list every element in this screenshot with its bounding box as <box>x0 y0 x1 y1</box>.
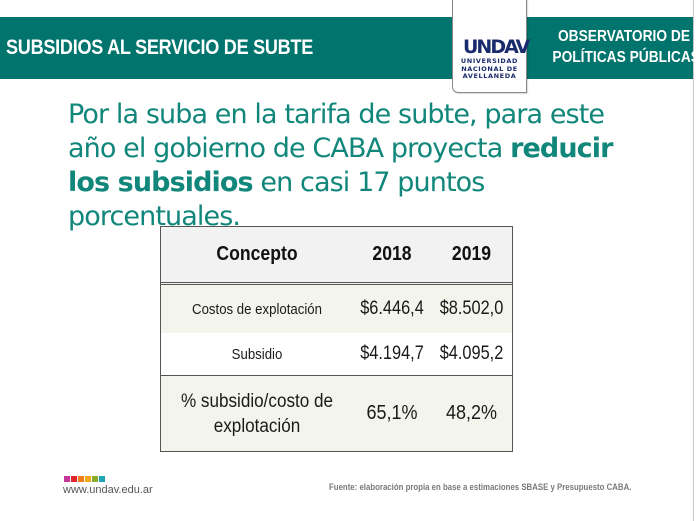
logo-line-2: NACIONAL DE <box>461 64 518 73</box>
cell-2019: $8.502,0 <box>439 298 504 319</box>
cell-2018: $4.194,7 <box>360 343 424 364</box>
color-dot <box>71 476 77 482</box>
table-header-row: Concepto 2018 2019 <box>161 227 512 282</box>
color-dot <box>85 476 91 482</box>
table-row: Costos de explotación $6.446,4 $8.502,0 <box>161 285 512 333</box>
page-title: SUBSIDIOS AL SERVICIO DE SUBTE <box>6 36 314 59</box>
cell-concepto: % subsidio/costo de explotación <box>180 390 334 437</box>
column-header-concepto: Concepto <box>216 243 298 265</box>
undav-logo: UNDAV UNIVERSIDAD NACIONAL DE AVELLANEDA <box>452 0 530 93</box>
observatory-line-2: POLÍTICAS PÚBLICAS <box>552 49 696 66</box>
color-dot <box>78 476 84 482</box>
column-header-2019: 2019 <box>451 243 492 265</box>
title-band <box>0 17 693 79</box>
source-note: Fuente: elaboración propia en base a est… <box>329 482 632 492</box>
undav-logo-mark: UNDAV <box>463 36 530 58</box>
logo-line-3: AVELLANEDA <box>462 72 517 80</box>
color-dot <box>92 476 98 482</box>
subsidy-table: Concepto 2018 2019 Costos de explotación… <box>160 226 513 452</box>
observatory-line-1: OBSERVATORIO DE <box>557 28 690 45</box>
column-header-2018: 2018 <box>372 243 412 265</box>
cell-2019: 48,2% <box>445 402 498 424</box>
undav-logo-subtitle: UNIVERSIDAD NACIONAL DE AVELLANEDA <box>455 57 524 81</box>
headline: Por la suba en la tarifa de subte, para … <box>68 98 648 234</box>
header-divider <box>161 282 512 285</box>
cell-concepto: Costos de explotación <box>192 300 322 318</box>
cell-2019: $4.095,2 <box>439 343 504 364</box>
brand-color-dots <box>64 476 105 482</box>
headline-part-1: Por la suba en la tarifa de subte, para … <box>68 99 605 164</box>
color-dot <box>99 476 105 482</box>
cell-2018: 65,1% <box>366 402 418 424</box>
right-edge-rule <box>693 0 694 521</box>
observatory-label: OBSERVATORIO DE POLÍTICAS PÚBLICAS <box>552 26 696 68</box>
headline-emphasis: reducir los subsidios <box>68 133 613 198</box>
table-row: Subsidio $4.194,7 $4.095,2 <box>161 333 512 376</box>
logo-line-1: UNIVERSIDAD <box>460 57 519 65</box>
table-row: % subsidio/costo de explotación 65,1% 48… <box>161 376 512 451</box>
color-dot <box>64 476 70 482</box>
cell-2018: $6.446,4 <box>360 298 424 319</box>
cell-concepto: Subsidio <box>231 345 283 363</box>
site-url: www.undav.edu.ar <box>63 484 153 496</box>
